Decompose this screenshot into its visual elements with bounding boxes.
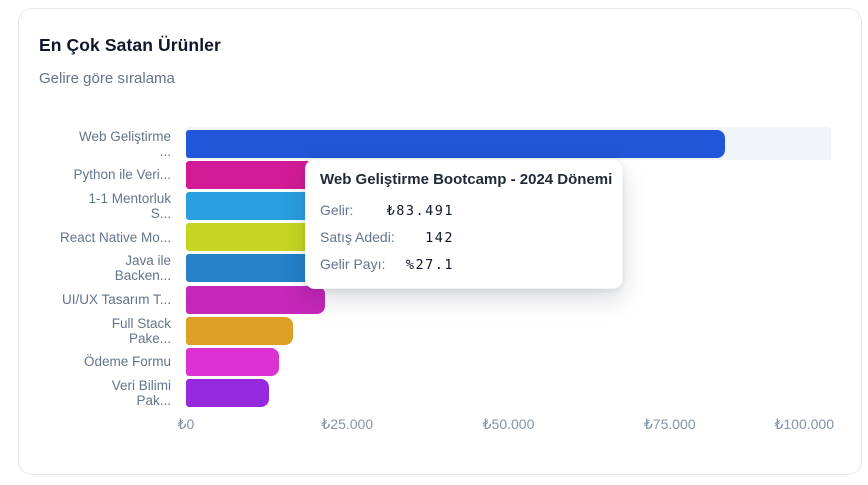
card-subtitle: Gelire göre sıralama — [39, 70, 175, 87]
y-axis-label: Java ile Backen... — [114, 253, 171, 284]
tooltip-value-sales-count: 142 — [425, 230, 454, 246]
x-axis: ₺0 ₺25.000 ₺50.000 ₺75.000 ₺100.000 — [178, 416, 834, 434]
revenue-bar[interactable] — [186, 285, 326, 314]
x-axis-tick: ₺50.000 — [482, 416, 535, 432]
y-axis-label: Full Stack Pake... — [111, 315, 171, 346]
tooltip-title: Web Geliştirme Bootcamp - 2024 Dönemi — [320, 171, 613, 188]
chart-row: Veri Bilimi Pak... — [19, 378, 863, 409]
chart-row: Ödeme Formu — [19, 346, 863, 377]
tooltip-label-revenue-share: Gelir Payı: — [320, 256, 386, 272]
revenue-bar[interactable] — [186, 129, 725, 158]
chart-row: UI/UX Tasarım T... — [19, 284, 863, 315]
bar-track — [186, 315, 831, 346]
tooltip-label-revenue: Gelir: — [320, 202, 354, 218]
tooltip-label-sales-count: Satış Adedi: — [320, 229, 395, 245]
tooltip-value-revenue: ₺83.491 — [386, 203, 454, 219]
x-axis-tick: ₺75.000 — [643, 416, 696, 432]
y-axis-label: 1-1 Mentorluk S... — [88, 190, 171, 221]
tooltip-value-revenue-share: %27.1 — [405, 257, 454, 273]
tooltip-row: Gelir Payı: %27.1 — [320, 251, 454, 278]
bar-track — [186, 284, 831, 315]
y-axis-label: Web Geliştirme ... — [78, 128, 171, 159]
chart-row: Full Stack Pake... — [19, 315, 863, 346]
y-axis-label: React Native Mo... — [59, 229, 171, 245]
x-axis-tick: ₺0 — [177, 416, 195, 432]
card-title: En Çok Satan Ürünler — [39, 35, 221, 55]
revenue-bar[interactable] — [186, 347, 279, 376]
chart-tooltip: Web Geliştirme Bootcamp - 2024 Dönemi Ge… — [305, 159, 623, 289]
tooltip-row: Gelir: ₺83.491 — [320, 197, 454, 224]
x-axis-tick: ₺100.000 — [774, 416, 834, 432]
y-axis-label: UI/UX Tasarım T... — [61, 292, 171, 308]
revenue-bar[interactable] — [186, 316, 294, 345]
y-axis-label: Python ile Veri... — [73, 167, 171, 183]
y-axis-label: Ödeme Formu — [83, 354, 171, 370]
bar-track — [186, 346, 831, 377]
x-axis-tick: ₺25.000 — [321, 416, 374, 432]
bar-track — [186, 127, 831, 161]
revenue-bar[interactable] — [186, 379, 270, 408]
y-axis-label: Veri Bilimi Pak... — [111, 378, 171, 409]
bar-track — [186, 378, 831, 409]
best-sellers-card: En Çok Satan Ürünler Gelire göre sıralam… — [18, 8, 862, 475]
tooltip-row: Satış Adedi: 142 — [320, 224, 454, 251]
chart-row: Web Geliştirme ... — [19, 127, 863, 161]
